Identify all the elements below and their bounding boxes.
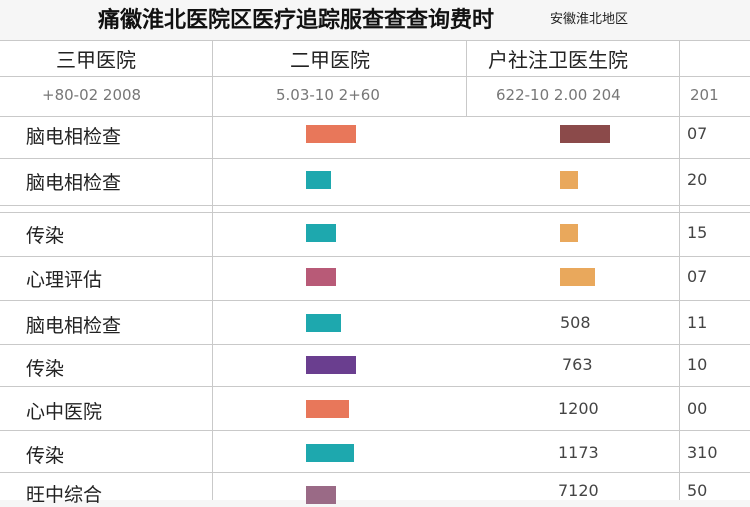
col3-value: 1173 <box>558 443 599 462</box>
col3-value: 1200 <box>558 399 599 418</box>
grid-line <box>0 158 750 159</box>
row-category: 心中医院 <box>26 401 103 423</box>
row-category: 心理评估 <box>26 269 103 291</box>
bar-col-a <box>306 400 349 418</box>
col4-value: 10 <box>687 355 708 374</box>
bar-col-a <box>306 356 356 374</box>
subheader-cell: 5.03-10 2+60 <box>276 86 380 104</box>
column-header: 户社注卫医生院 <box>488 48 628 72</box>
bar-col-b <box>560 125 610 143</box>
col4-value: 310 <box>687 443 718 462</box>
col4-value: 50 <box>687 481 708 500</box>
row-category: 传染 <box>26 358 65 380</box>
chart-title: 痛徽淮北医院区医疗追踪服查查查询费时 <box>98 8 495 33</box>
bar-col-a <box>306 224 336 242</box>
grid-line <box>0 430 750 431</box>
subheader-cell: 622-10 2.00 204 <box>496 86 621 104</box>
row-category: 脑电相检查 <box>26 172 122 194</box>
grid-line <box>0 472 750 473</box>
grid-line <box>0 344 750 345</box>
bar-col-b <box>560 224 578 242</box>
bar-col-a <box>306 444 354 462</box>
row-category: 脑电相检查 <box>26 126 122 148</box>
subheader-cell: 201 <box>690 86 719 104</box>
col3-value: 508 <box>560 313 591 332</box>
bar-col-a <box>306 268 336 286</box>
column-header: 三甲医院 <box>56 48 136 72</box>
row-category: 传染 <box>26 445 65 467</box>
row-category: 传染 <box>26 225 65 247</box>
grid-line <box>0 40 750 41</box>
col4-value: 15 <box>687 223 708 242</box>
row-category: 旺中综合 <box>26 484 103 506</box>
bar-col-a <box>306 486 336 504</box>
col4-value: 07 <box>687 267 708 286</box>
grid-line <box>212 40 213 500</box>
table-grid <box>0 40 750 500</box>
column-header: 二甲医院 <box>290 48 370 72</box>
bar-col-a <box>306 314 341 332</box>
grid-line <box>0 212 750 213</box>
bar-col-b <box>560 171 578 189</box>
subheader-cell: +80-02 2008 <box>42 86 142 104</box>
grid-line <box>0 300 750 301</box>
grid-line <box>0 76 750 77</box>
col4-value: 00 <box>687 399 708 418</box>
col4-value: 11 <box>687 313 708 332</box>
region-label: 安徽淮北地区 <box>550 12 629 27</box>
bar-col-b <box>560 268 595 286</box>
grid-line <box>0 205 750 206</box>
grid-line <box>0 256 750 257</box>
col3-value: 7120 <box>558 481 599 500</box>
bar-col-a <box>306 171 331 189</box>
grid-line <box>679 40 680 500</box>
col3-value: 763 <box>562 355 593 374</box>
grid-line <box>0 116 750 117</box>
row-category: 脑电相检查 <box>26 315 122 337</box>
grid-line <box>466 40 467 116</box>
col4-value: 07 <box>687 124 708 143</box>
col4-value: 20 <box>687 170 708 189</box>
grid-line <box>0 386 750 387</box>
bar-col-a <box>306 125 356 143</box>
